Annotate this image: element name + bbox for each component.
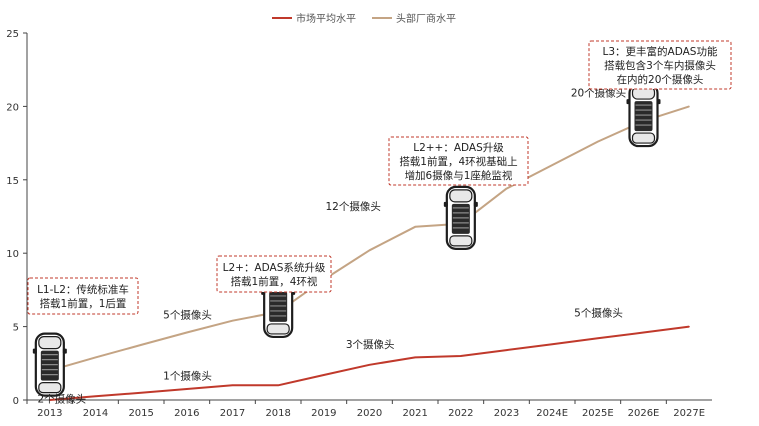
- x-tick-label: 2017: [220, 408, 245, 419]
- x-tick-label: 2022: [448, 408, 473, 419]
- annotation-line: 增加6摄像与1座舱监视: [405, 169, 513, 182]
- data-point: [688, 105, 690, 107]
- x-axis-ticks: 2013 2014 2015 2016 2017 2018 2019 2020 2021 2022…: [26, 400, 705, 419]
- x-tick-label: 2025E: [582, 408, 614, 419]
- x-tick-label: 2021: [402, 408, 427, 419]
- series-line-0: [49, 325, 690, 401]
- annotation-line: 在内的20个摄像头: [617, 73, 704, 86]
- x-tick-label: 2014: [83, 408, 108, 419]
- x-tick-label: 2018: [265, 408, 290, 419]
- data-point: [94, 395, 97, 397]
- point-label: 5个摄像头: [163, 309, 212, 322]
- annotation-line: 搭载1前置，4环视: [231, 275, 318, 288]
- x-tick-label: 2026E: [628, 408, 660, 419]
- point-labels: 2个摄像头 5个摄像头 12个摄像头 20个摄像头 1个摄像头 3个摄像头 5个摄像头: [37, 86, 626, 405]
- data-point: [368, 364, 371, 366]
- y-tick-label: 0: [13, 396, 19, 407]
- point-label: 1个摄像头: [163, 369, 212, 382]
- x-tick-label: 2020: [357, 408, 382, 419]
- y-tick-label: 5: [13, 323, 19, 334]
- data-point: [368, 249, 371, 251]
- annotation-line: L2+：ADAS系统升级: [223, 261, 326, 274]
- x-tick-label: 2013: [37, 408, 62, 419]
- car-top-view-icon: [626, 82, 661, 148]
- data-point: [231, 320, 234, 322]
- x-tick-label: 2023: [494, 408, 519, 419]
- annotation-line: L3：更丰富的ADAS功能: [603, 45, 718, 58]
- y-axis-ticks: 0 5 10 15 20 25: [6, 29, 27, 407]
- data-point: [277, 384, 279, 386]
- annotation-boxes: L1-L2：传统标准车搭载1前置，1后置L2+：ADAS系统升级搭载1前置，4环…: [27, 40, 732, 315]
- x-tick-label: 2019: [311, 408, 336, 419]
- data-point: [186, 388, 188, 390]
- annotation-line: 搭载1前置，1后置: [40, 297, 127, 310]
- annotation-line: 搭载1前置，4环视基础上: [399, 155, 517, 168]
- data-point: [414, 356, 416, 359]
- annotation-line: L1-L2：传统标准车: [37, 283, 129, 296]
- point-label: 2个摄像头: [37, 393, 86, 406]
- car-top-view-icon: [443, 185, 478, 250]
- y-tick-label: 10: [6, 249, 19, 260]
- series-layer: [49, 105, 690, 401]
- data-point: [597, 141, 599, 143]
- data-point: [49, 399, 51, 401]
- data-point: [460, 355, 462, 357]
- data-point: [186, 331, 188, 334]
- data-point: [323, 374, 325, 376]
- car-icons: [32, 82, 661, 397]
- x-tick-label: 2015: [128, 408, 153, 419]
- annotation-line: L2++：ADAS升级: [413, 142, 504, 154]
- point-label: 5个摄像头: [574, 307, 623, 320]
- point-label: 3个摄像头: [346, 338, 395, 351]
- point-label: 12个摄像头: [325, 200, 380, 213]
- data-point: [551, 164, 553, 166]
- data-point: [505, 349, 508, 351]
- data-point: [597, 337, 599, 339]
- data-point: [505, 188, 508, 190]
- data-point: [140, 392, 142, 394]
- data-point: [688, 326, 690, 328]
- data-point: [140, 344, 142, 346]
- data-point: [414, 226, 416, 228]
- series-line-1: [49, 105, 690, 372]
- legend-label-market-average: 市场平均水平: [296, 12, 356, 25]
- y-tick-label: 25: [6, 29, 19, 40]
- data-point: [94, 356, 97, 359]
- y-tick-label: 20: [6, 102, 19, 113]
- point-label: 20个摄像头: [571, 86, 626, 99]
- y-tick-label: 15: [6, 176, 19, 187]
- data-point: [551, 343, 553, 345]
- x-tick-label: 2027E: [673, 408, 705, 419]
- data-point: [642, 331, 645, 334]
- legend: 市场平均水平 头部厂商水平: [272, 12, 456, 25]
- x-tick-label: 2024E: [536, 408, 568, 419]
- x-tick-label: 2016: [174, 408, 199, 419]
- annotation-line: 搭载包含3个车内摄像头: [604, 59, 716, 72]
- data-point: [231, 384, 234, 386]
- legend-label-leading-vendors: 头部厂商水平: [396, 12, 456, 25]
- car-top-view-icon: [32, 332, 67, 397]
